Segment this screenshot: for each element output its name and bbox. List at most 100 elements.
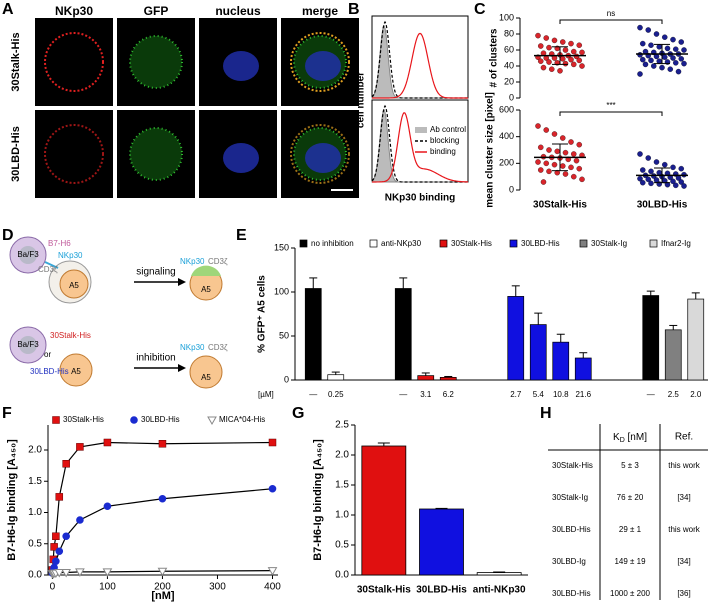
panel-label: D	[2, 227, 14, 244]
data-point	[554, 148, 561, 155]
nucleus	[19, 246, 37, 264]
data-point	[670, 178, 676, 185]
data-point	[664, 181, 671, 188]
bar	[361, 445, 407, 576]
membrane-stain	[44, 32, 104, 92]
data-point	[645, 176, 652, 183]
panel-label: E	[236, 227, 247, 244]
cell: [36]	[677, 589, 690, 598]
data-point	[551, 37, 558, 44]
nucleus-stain	[305, 51, 341, 81]
data-point	[551, 131, 558, 137]
x-tick-label: 0	[50, 582, 56, 593]
data-point	[640, 179, 646, 186]
y-axis-label: cell number	[356, 72, 367, 128]
data-point	[157, 567, 168, 577]
cell	[59, 353, 93, 387]
y-axis-label: B7-H6-Ig binding [A₄₅₀]	[6, 439, 18, 561]
y-tick-label: 2.0	[335, 450, 349, 461]
x-tick-label: 200	[154, 582, 171, 593]
text: D	[620, 437, 625, 444]
data-point	[678, 39, 685, 45]
data-point	[642, 61, 649, 68]
y-tick-label: 0.5	[28, 538, 42, 549]
x-tick-label: 2.5	[668, 390, 680, 399]
y-tick-label: 0.0	[28, 570, 42, 581]
data-point	[268, 438, 277, 447]
y-tick-label: 60	[504, 44, 514, 54]
data-point	[543, 127, 550, 133]
gfp	[191, 265, 221, 276]
y-tick-label: 100	[274, 286, 289, 296]
data-point	[670, 164, 676, 171]
y-tick-label: 100	[499, 12, 514, 22]
cell: 30LBD-His	[552, 589, 591, 598]
cell: this work	[668, 525, 701, 534]
legend-swatch	[649, 239, 658, 248]
node-label: NKp30	[180, 343, 205, 352]
legend-label: binding	[430, 147, 456, 156]
data-point	[648, 42, 654, 48]
data-point	[653, 159, 660, 165]
cell	[189, 355, 223, 389]
text: K	[613, 432, 620, 443]
y-tick-label: 0.5	[335, 540, 349, 551]
significance-label: ns	[607, 9, 615, 18]
micrograph	[35, 18, 113, 106]
panel-label: A	[2, 1, 14, 18]
x-axis-label: [nM]	[151, 590, 175, 602]
data-point	[75, 568, 85, 577]
bar	[394, 288, 412, 381]
data-point	[656, 44, 663, 50]
y-tick-label: 600	[499, 104, 514, 114]
legend-label: 30LBD-His	[141, 415, 180, 424]
y-tick-label: 1.0	[28, 507, 42, 518]
x-axis-label: NKp30 binding	[385, 193, 456, 204]
data-point	[681, 183, 687, 189]
data-point	[61, 569, 72, 578]
cell: 149 ± 19	[614, 557, 646, 566]
legend-label: Ab control	[430, 125, 466, 134]
x-tick-label: 6.2	[443, 390, 455, 399]
y-tick-label: 1.0	[335, 510, 349, 521]
x-tick-label: —	[309, 390, 317, 399]
nucleus-stain	[223, 51, 259, 81]
node-label: NKp30	[58, 251, 83, 260]
legend-label: Ifnar2-Ig	[661, 239, 691, 248]
data-point	[103, 438, 112, 447]
cell	[59, 269, 89, 299]
data-point	[62, 460, 70, 468]
y-tick-label: 150	[274, 242, 289, 252]
data-point	[50, 543, 58, 551]
data-point	[103, 502, 112, 511]
node-label: A5	[71, 367, 81, 376]
data-point	[637, 151, 643, 157]
x-tick-label: 10.8	[553, 390, 569, 399]
bar	[529, 324, 547, 381]
data-point	[562, 171, 569, 177]
data-point	[681, 47, 687, 53]
legend-swatch	[579, 239, 588, 248]
x-unit-label: [µM]	[258, 390, 274, 399]
data-point	[648, 168, 654, 175]
data-point	[681, 60, 687, 67]
data-point	[579, 176, 585, 183]
membrane-stain	[44, 124, 104, 184]
legend-swatch	[415, 127, 427, 133]
data-point	[562, 60, 569, 67]
cell: 29 ± 1	[619, 525, 642, 534]
legend-label: 30Stalk-His	[63, 415, 104, 424]
data-point	[576, 165, 583, 172]
node-label: Ba/F3	[17, 340, 39, 349]
x-tick-label: 5.4	[533, 390, 545, 399]
data-point	[662, 54, 668, 60]
cell: 76 ± 20	[617, 493, 644, 502]
x-tick-label: 100	[99, 582, 116, 593]
data-point	[659, 64, 665, 71]
data-point	[54, 569, 65, 578]
cell: 5 ± 3	[621, 461, 639, 470]
table: KD [nM] Ref.	[548, 424, 708, 600]
data-point	[535, 123, 541, 129]
data-point	[678, 56, 685, 62]
